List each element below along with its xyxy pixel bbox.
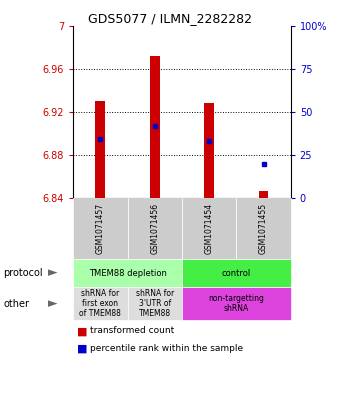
- Text: other: other: [3, 299, 29, 309]
- Text: percentile rank within the sample: percentile rank within the sample: [90, 344, 243, 353]
- Text: GSM1071457: GSM1071457: [96, 203, 105, 255]
- Text: ■: ■: [76, 326, 87, 336]
- Text: shRNA for
3'UTR of
TMEM88: shRNA for 3'UTR of TMEM88: [136, 289, 174, 318]
- Bar: [204, 103, 214, 198]
- Text: shRNA for
first exon
of TMEM88: shRNA for first exon of TMEM88: [79, 289, 121, 318]
- Bar: [150, 56, 159, 198]
- Text: ►: ►: [48, 266, 57, 280]
- Text: ►: ►: [48, 297, 57, 310]
- Text: protocol: protocol: [3, 268, 43, 278]
- Text: GDS5077 / ILMN_2282282: GDS5077 / ILMN_2282282: [88, 12, 252, 25]
- Text: transformed count: transformed count: [90, 326, 174, 335]
- Text: control: control: [222, 269, 251, 277]
- Text: GSM1071454: GSM1071454: [205, 203, 214, 255]
- Bar: [96, 101, 105, 198]
- Text: ■: ■: [76, 344, 87, 354]
- Text: GSM1071456: GSM1071456: [150, 203, 159, 255]
- Bar: [259, 191, 268, 198]
- Text: GSM1071455: GSM1071455: [259, 203, 268, 255]
- Text: TMEM88 depletion: TMEM88 depletion: [88, 269, 167, 277]
- Text: non-targetting
shRNA: non-targetting shRNA: [208, 294, 264, 313]
